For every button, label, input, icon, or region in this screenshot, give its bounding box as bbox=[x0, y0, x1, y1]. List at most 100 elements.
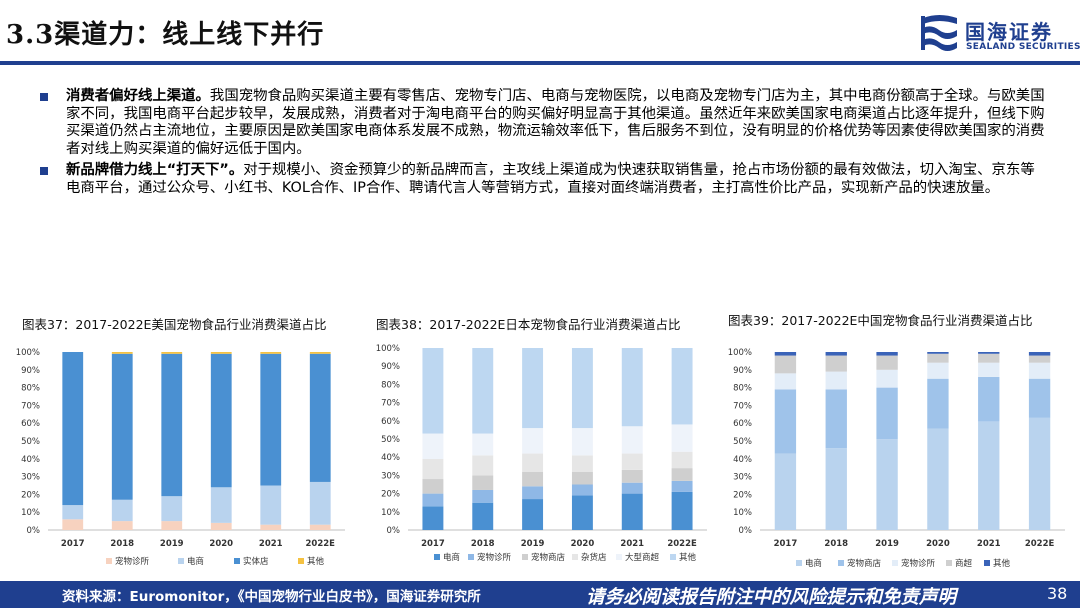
source-note: 资料来源：Euromonitor，《中国宠物行业白皮书》，国海证券研究所 bbox=[62, 589, 481, 605]
bar-segment bbox=[671, 480, 693, 492]
bar-segment bbox=[260, 524, 282, 530]
y-tick-label: 70% bbox=[733, 401, 752, 411]
bar-segment bbox=[621, 482, 643, 494]
y-tick-label: 10% bbox=[381, 508, 400, 518]
y-tick-label: 60% bbox=[733, 419, 752, 429]
bar-segment bbox=[621, 469, 643, 483]
bar-segment bbox=[210, 353, 232, 488]
bar-segment bbox=[774, 453, 797, 530]
legend-label: 宠物商店 bbox=[847, 558, 882, 569]
bar-segment bbox=[774, 352, 797, 356]
y-tick-label: 0% bbox=[387, 526, 401, 536]
bar-segment bbox=[522, 499, 544, 530]
legend-label: 其他 bbox=[307, 556, 325, 567]
legend-label: 其他 bbox=[679, 552, 697, 563]
logo-subtitle: SEALAND SECURITIES bbox=[966, 42, 1080, 52]
bar-segment bbox=[472, 433, 494, 456]
bar-segment bbox=[309, 524, 331, 530]
bullet-item: 新品牌借力线上“打天下”。对于规模小、资金预算少的新品牌而言，主攻线上渠道成为快… bbox=[38, 162, 1048, 197]
x-tick-label: 2018 bbox=[110, 539, 134, 549]
bullet-square-icon bbox=[40, 93, 48, 101]
bar-segment bbox=[978, 352, 1000, 354]
legend-swatch bbox=[434, 554, 440, 560]
y-tick-label: 50% bbox=[21, 437, 40, 447]
x-tick-label: 2017 bbox=[774, 539, 798, 549]
x-tick-label: 2021 bbox=[977, 539, 1001, 549]
bar-segment bbox=[825, 448, 847, 530]
y-tick-label: 80% bbox=[733, 384, 752, 394]
bar-segment bbox=[571, 428, 593, 456]
chart-title-china: 图表39：2017-2022E中国宠物食品行业消费渠道占比 bbox=[728, 313, 1033, 328]
bar-segment bbox=[161, 521, 183, 530]
bar-segment bbox=[774, 389, 797, 454]
legend-swatch bbox=[838, 560, 844, 566]
bar-segment bbox=[422, 348, 444, 434]
logo-name: 国海证券 bbox=[965, 20, 1053, 44]
chart-title-japan: 图表38：2017-2022E日本宠物食品行业消费渠道占比 bbox=[376, 317, 681, 332]
x-tick-label: 2018 bbox=[824, 539, 848, 549]
bar-segment bbox=[161, 353, 183, 497]
bar-segment bbox=[111, 521, 133, 530]
bar-segment bbox=[1028, 378, 1051, 418]
x-tick-label: 2022E bbox=[306, 539, 336, 549]
bar-segment bbox=[1028, 355, 1051, 363]
y-tick-label: 40% bbox=[21, 455, 40, 465]
bar-segment bbox=[978, 362, 1000, 377]
y-tick-label: 60% bbox=[21, 419, 40, 429]
y-tick-label: 50% bbox=[733, 437, 752, 447]
bar-segment bbox=[876, 439, 898, 530]
bar-segment bbox=[161, 496, 183, 522]
y-tick-label: 20% bbox=[381, 490, 400, 500]
x-tick-label: 2018 bbox=[471, 539, 495, 549]
bar-segment bbox=[927, 353, 949, 363]
bar-segment bbox=[522, 428, 544, 454]
legend-label: 宠物诊所 bbox=[901, 558, 936, 569]
y-tick-label: 40% bbox=[733, 455, 752, 465]
legend-swatch bbox=[178, 558, 184, 564]
footer-bar: 资料来源：Euromonitor，《中国宠物行业白皮书》，国海证券研究所 请务必… bbox=[0, 581, 1080, 608]
bar-segment bbox=[825, 355, 847, 372]
bar-segment bbox=[1028, 352, 1051, 356]
bar-segment bbox=[472, 489, 494, 503]
x-tick-label: 2022E bbox=[667, 539, 697, 549]
y-tick-label: 0% bbox=[27, 526, 41, 536]
legend-swatch bbox=[234, 558, 240, 564]
y-tick-label: 90% bbox=[733, 366, 752, 376]
y-tick-label: 10% bbox=[733, 508, 752, 518]
y-tick-label: 10% bbox=[21, 508, 40, 518]
bar-segment bbox=[111, 352, 133, 354]
legend-swatch bbox=[572, 554, 578, 560]
y-tick-label: 20% bbox=[21, 490, 40, 500]
disclaimer: 请务必阅读报告附注中的风险提示和免责声明 bbox=[586, 587, 957, 608]
bar-segment bbox=[309, 481, 331, 525]
y-tick-label: 30% bbox=[381, 471, 400, 481]
y-tick-label: 30% bbox=[21, 473, 40, 483]
y-tick-label: 100% bbox=[376, 344, 400, 354]
bar-segment bbox=[671, 451, 693, 469]
y-tick-label: 70% bbox=[381, 399, 400, 409]
bar-segment bbox=[876, 387, 898, 440]
legend-swatch bbox=[522, 554, 528, 560]
legend-label: 电商 bbox=[443, 552, 460, 563]
y-tick-label: 80% bbox=[381, 380, 400, 390]
y-tick-label: 70% bbox=[21, 401, 40, 411]
bar-segment bbox=[978, 353, 1000, 363]
legend-swatch bbox=[892, 560, 898, 566]
chart-title-us: 图表37：2017-2022E美国宠物食品行业消费渠道占比 bbox=[22, 317, 327, 332]
x-tick-label: 2021 bbox=[259, 539, 283, 549]
bar-segment bbox=[111, 499, 133, 522]
bar-segment bbox=[111, 353, 133, 500]
bar-segment bbox=[522, 471, 544, 487]
company-logo: 国海证券 SEALAND SECURITIES bbox=[919, 12, 1080, 58]
bar-segment bbox=[522, 453, 544, 472]
page-title: 3.3渠道力：线上线下并行 bbox=[6, 20, 325, 50]
bar-segment bbox=[210, 487, 232, 523]
legend-swatch bbox=[670, 554, 676, 560]
bar-segment bbox=[260, 352, 282, 354]
x-tick-label: 2021 bbox=[620, 539, 644, 549]
y-tick-label: 90% bbox=[381, 362, 400, 372]
y-tick-label: 50% bbox=[381, 435, 400, 445]
bar-segment bbox=[210, 522, 232, 530]
x-tick-label: 2017 bbox=[421, 539, 445, 549]
legend-label: 电商 bbox=[805, 558, 822, 569]
